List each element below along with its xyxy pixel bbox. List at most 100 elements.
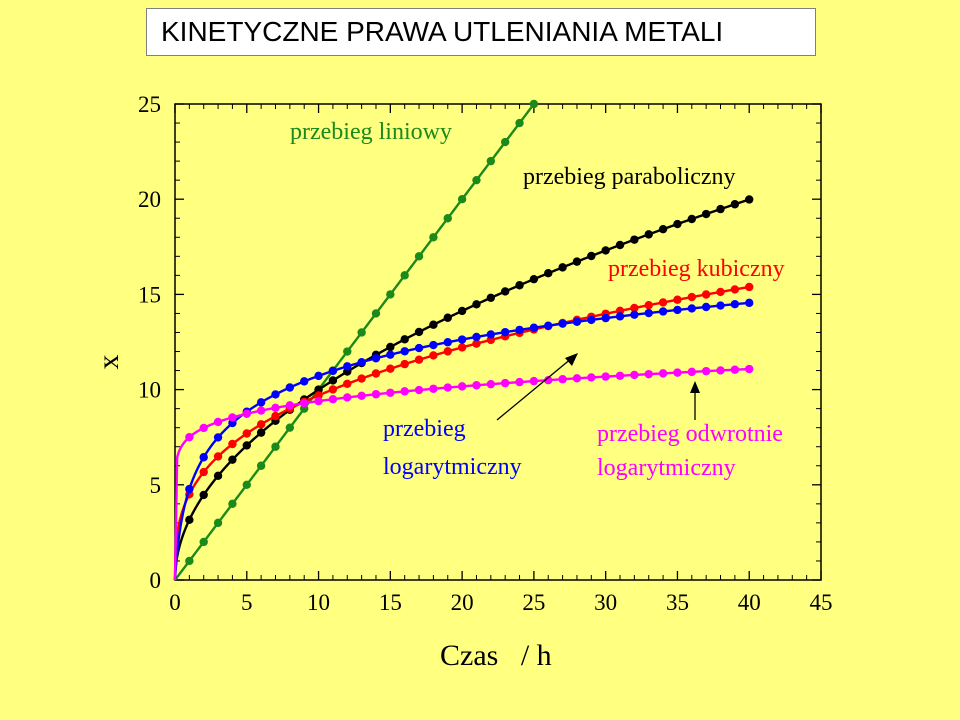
data-point-parabolic: [228, 455, 237, 464]
data-point-cubic: [242, 429, 251, 438]
data-point-logarithmic: [199, 453, 208, 462]
data-point-logarithmic: [357, 357, 366, 367]
label-linear: przebieg liniowy: [290, 119, 452, 145]
data-point-linear: [256, 461, 266, 470]
data-point-logarithmic: [271, 390, 280, 399]
data-point-logarithmic: [745, 298, 754, 308]
y-tick-label: 15: [138, 282, 161, 307]
data-point-inverse_logarithmic: [242, 409, 251, 418]
data-point-logarithmic: [185, 484, 194, 494]
data-point-cubic: [457, 343, 467, 352]
data-point-logarithmic: [443, 338, 452, 347]
data-point-logarithmic: [343, 362, 352, 371]
data-point-parabolic: [386, 342, 395, 352]
label-inverse-log-line1: przebieg odwrotnie: [597, 421, 783, 447]
data-point-parabolic: [242, 441, 251, 450]
data-point-inverse_logarithmic: [572, 374, 582, 383]
data-point-cubic: [630, 303, 639, 313]
data-point-parabolic: [745, 195, 754, 204]
data-point-parabolic: [658, 224, 668, 234]
data-point-linear: [228, 499, 237, 509]
data-point-cubic: [429, 351, 438, 360]
data-point-inverse_logarithmic: [730, 365, 740, 374]
data-point-cubic: [414, 355, 424, 364]
data-point-inverse_logarithmic: [228, 413, 237, 422]
data-point-inverse_logarithmic: [615, 371, 625, 380]
arrow-inverse-logarithmic: [690, 381, 700, 420]
data-point-inverse_logarithmic: [529, 376, 539, 386]
data-point-parabolic: [572, 257, 582, 266]
y-tick-label: 20: [138, 187, 161, 212]
data-point-parabolic: [587, 251, 596, 261]
x-tick-label: 40: [738, 590, 761, 615]
data-point-cubic: [745, 282, 754, 292]
data-point-inverse_logarithmic: [457, 382, 467, 391]
data-point-cubic: [687, 292, 696, 302]
data-point-inverse_logarithmic: [256, 406, 266, 415]
data-point-cubic: [271, 411, 280, 421]
data-point-inverse_logarithmic: [414, 385, 424, 395]
data-point-parabolic: [601, 246, 610, 255]
data-point-logarithmic: [601, 313, 610, 323]
x-tick-label: 45: [810, 590, 833, 615]
y-tick-label: 0: [150, 568, 162, 593]
data-point-cubic: [716, 287, 725, 297]
data-point-cubic: [644, 300, 653, 310]
x-tick-label: 20: [451, 590, 474, 615]
page-title: KINETYCZNE PRAWA UTLENIANIA METALI: [146, 8, 816, 56]
data-point-cubic: [256, 420, 266, 429]
data-point-parabolic: [400, 335, 409, 344]
data-point-inverse_logarithmic: [716, 366, 725, 375]
data-point-inverse_logarithmic: [199, 423, 208, 433]
data-point-logarithmic: [644, 308, 653, 318]
data-point-logarithmic: [256, 398, 266, 407]
data-point-inverse_logarithmic: [558, 375, 567, 384]
data-point-inverse_logarithmic: [472, 381, 481, 390]
data-point-logarithmic: [730, 299, 740, 309]
data-point-inverse_logarithmic: [328, 395, 338, 404]
data-point-cubic: [443, 347, 452, 356]
data-point-cubic: [701, 290, 711, 299]
data-point-linear: [472, 175, 481, 185]
x-tick-label: 15: [379, 590, 402, 615]
data-point-parabolic: [515, 281, 524, 290]
arrow-logarithmic: [496, 353, 578, 421]
series-layer: [173, 99, 754, 581]
data-point-parabolic: [328, 376, 338, 385]
data-point-inverse_logarithmic: [658, 369, 668, 378]
data-point-parabolic: [429, 320, 438, 329]
data-point-linear: [199, 537, 208, 547]
data-point-inverse_logarithmic: [400, 387, 409, 396]
data-point-logarithmic: [429, 340, 438, 350]
data-point-parabolic: [558, 263, 567, 272]
y-tick-label: 10: [138, 378, 161, 403]
data-point-logarithmic: [630, 310, 639, 319]
label-parabolic: przebieg paraboliczny: [523, 164, 736, 190]
data-point-parabolic: [615, 240, 625, 250]
series-linear: [174, 99, 539, 581]
data-point-linear: [386, 290, 395, 299]
data-point-inverse_logarithmic: [314, 396, 323, 406]
data-point-linear: [271, 442, 280, 451]
x-tick-label: 35: [666, 590, 689, 615]
data-point-logarithmic: [300, 377, 309, 386]
data-point-parabolic: [730, 200, 740, 209]
data-point-parabolic: [673, 219, 682, 229]
data-point-cubic: [371, 369, 381, 378]
data-point-inverse_logarithmic: [213, 417, 223, 427]
data-point-cubic: [658, 298, 668, 307]
data-point-parabolic: [199, 490, 208, 500]
series-inverse_logarithmic: [173, 364, 754, 581]
data-point-logarithmic: [472, 332, 481, 342]
data-point-linear: [400, 271, 409, 280]
data-point-logarithmic: [328, 366, 338, 376]
data-point-parabolic: [500, 287, 510, 296]
data-point-logarithmic: [587, 315, 596, 325]
data-point-parabolic: [185, 515, 194, 525]
data-point-inverse_logarithmic: [271, 403, 280, 413]
data-point-parabolic: [529, 274, 539, 284]
data-point-inverse_logarithmic: [745, 364, 754, 374]
data-point-inverse_logarithmic: [544, 375, 553, 385]
data-point-linear: [371, 309, 381, 318]
data-point-inverse_logarithmic: [429, 384, 438, 393]
